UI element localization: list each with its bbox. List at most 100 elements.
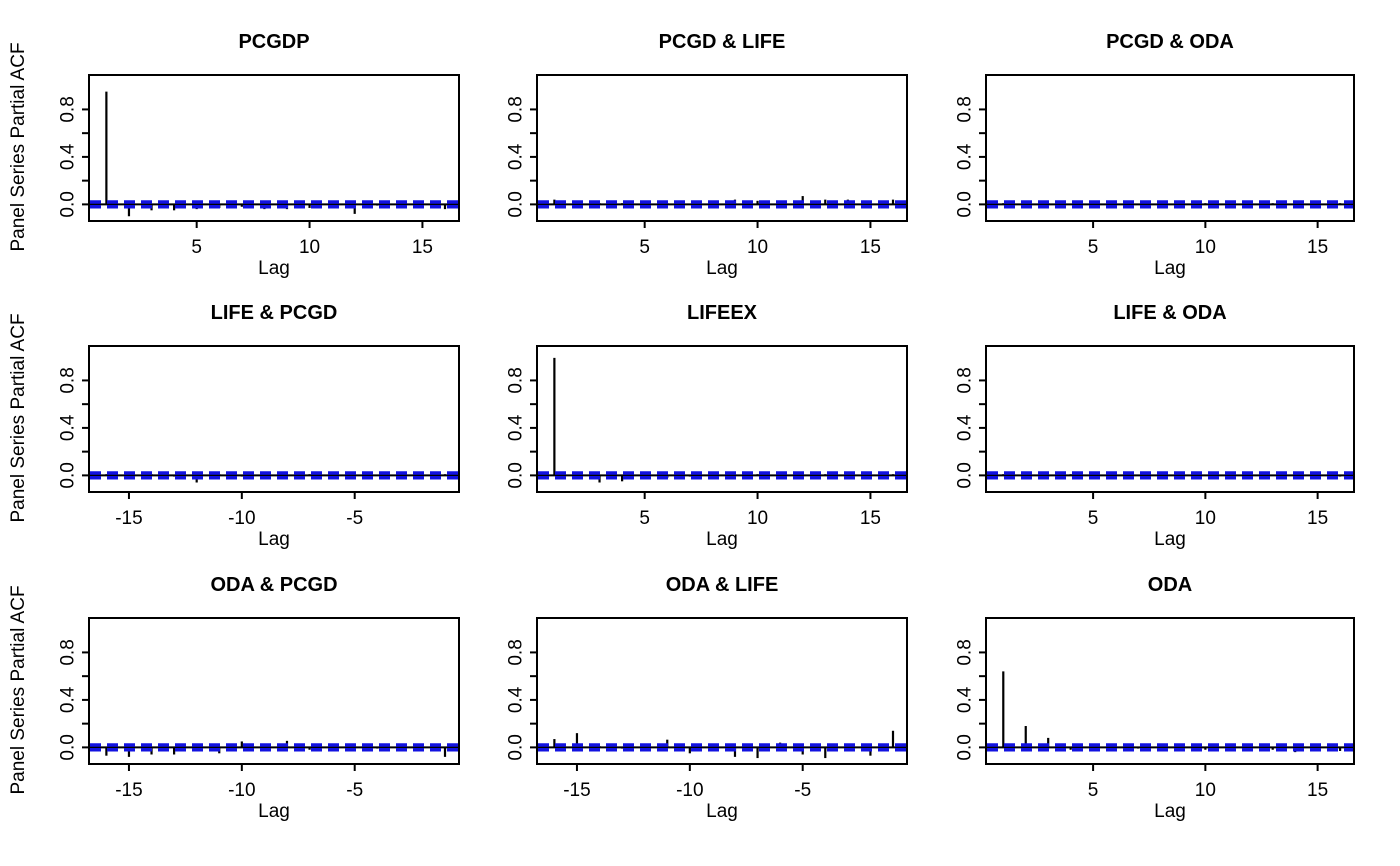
x-axis-label-oda-pcgd: Lag (258, 801, 290, 822)
panel-8: 0.0 0.4 0.8 5 10 15 (955, 617, 1355, 801)
plot-box (536, 345, 908, 493)
svg-text:15: 15 (860, 508, 881, 529)
svg-text:-15: -15 (563, 780, 590, 801)
x-axis-label-pcgd-life: Lag (706, 258, 738, 279)
panel-title-pcgdp: PCGDP (238, 31, 310, 53)
svg-text:10: 10 (299, 237, 320, 258)
x-axis: 5 10 15 (1088, 492, 1328, 529)
svg-text:0.4: 0.4 (58, 686, 79, 713)
x-axis-label-life-oda: Lag (1154, 529, 1186, 550)
svg-text:5: 5 (1088, 237, 1099, 258)
svg-text:0.4: 0.4 (955, 143, 976, 170)
svg-text:0.4: 0.4 (955, 414, 976, 441)
panel-title-pcgd-oda: PCGD & ODA (1106, 31, 1234, 53)
svg-text:0.8: 0.8 (506, 367, 527, 393)
svg-text:0.8: 0.8 (58, 367, 79, 393)
svg-text:5: 5 (639, 237, 650, 258)
svg-text:-15: -15 (115, 780, 142, 801)
panel-6: 0.0 0.4 0.8 -15 -10 -5 (58, 617, 460, 801)
svg-text:10: 10 (747, 508, 768, 529)
plot-box (985, 345, 1355, 493)
panel-title-oda-life: ODA & LIFE (665, 574, 779, 596)
svg-text:0.0: 0.0 (506, 462, 527, 488)
y-axis: 0.0 0.4 0.8 (58, 639, 89, 761)
panel-title-oda: ODA (1147, 574, 1193, 596)
x-axis: -15 -10 -5 (115, 492, 363, 529)
svg-text:0.0: 0.0 (506, 191, 527, 217)
y-axis-label-row-2: Panel Series Partial ACF (8, 313, 29, 523)
svg-text:10: 10 (747, 237, 768, 258)
svg-text:0.4: 0.4 (58, 143, 79, 170)
svg-text:0.4: 0.4 (506, 414, 527, 441)
svg-text:-10: -10 (228, 780, 255, 801)
pacf-bars (105, 91, 447, 217)
panel-title-life-oda: LIFE & ODA (1113, 302, 1227, 324)
panel-title-life-pcgd: LIFE & PCGD (210, 302, 338, 324)
y-axis: 0.0 0.4 0.8 (506, 639, 537, 761)
svg-text:0.0: 0.0 (58, 191, 79, 217)
panel-title-lifeex: LIFEEX (686, 302, 757, 324)
x-axis-label-pcgdp: Lag (258, 258, 290, 279)
plot-box (88, 617, 460, 765)
svg-text:-10: -10 (228, 508, 255, 529)
plot-box (88, 345, 460, 493)
panel-1: 0.0 0.4 0.8 5 10 15 (506, 74, 908, 258)
x-axis-label-pcgd-oda: Lag (1154, 258, 1186, 279)
y-axis: 0.0 0.4 0.8 (58, 96, 89, 218)
svg-text:0.4: 0.4 (955, 686, 976, 713)
svg-text:15: 15 (1307, 780, 1328, 801)
x-axis: 5 10 15 (639, 492, 881, 529)
x-axis-label-oda: Lag (1154, 801, 1186, 822)
svg-text:15: 15 (1307, 237, 1328, 258)
svg-text:0.0: 0.0 (506, 734, 527, 760)
plot-box (985, 74, 1355, 222)
panel-0: 0.0 0.4 0.8 5 10 15 (58, 74, 460, 258)
svg-text:5: 5 (191, 237, 202, 258)
pacf-bars (1002, 671, 1342, 753)
y-axis: 0.0 0.4 0.8 (955, 367, 986, 489)
svg-text:0.0: 0.0 (955, 191, 976, 217)
panel-3: 0.0 0.4 0.8 -15 -10 -5 (58, 345, 460, 529)
y-axis: 0.0 0.4 0.8 (506, 367, 537, 489)
plot-box (536, 74, 908, 222)
x-axis: -15 -10 -5 (115, 764, 363, 801)
svg-text:0.8: 0.8 (506, 96, 527, 122)
x-axis-label-life-pcgd: Lag (258, 529, 290, 550)
x-axis: -15 -10 -5 (563, 764, 811, 801)
pacf-bars (553, 196, 895, 205)
pacf-bars (553, 357, 895, 483)
svg-text:0.0: 0.0 (58, 462, 79, 488)
svg-text:0.8: 0.8 (58, 639, 79, 665)
panel-7: 0.0 0.4 0.8 -15 -10 -5 (506, 617, 908, 801)
panel-title-pcgd-life: PCGD & LIFE (658, 31, 786, 53)
svg-text:0.0: 0.0 (58, 734, 79, 760)
svg-text:15: 15 (860, 237, 881, 258)
pacf-bars (553, 730, 895, 759)
plot-box (985, 617, 1355, 765)
y-axis: 0.0 0.4 0.8 (506, 96, 537, 218)
svg-text:-5: -5 (346, 508, 363, 529)
svg-text:-10: -10 (676, 780, 703, 801)
y-axis-label-row-1: Panel Series Partial ACF (8, 42, 29, 252)
svg-text:10: 10 (1195, 508, 1216, 529)
pacf-bars (1002, 203, 1342, 206)
y-axis: 0.0 0.4 0.8 (58, 367, 89, 489)
svg-text:5: 5 (1088, 780, 1099, 801)
svg-text:0.8: 0.8 (955, 96, 976, 122)
svg-text:-15: -15 (115, 508, 142, 529)
svg-text:10: 10 (1195, 780, 1216, 801)
x-axis: 5 10 15 (1088, 764, 1328, 801)
svg-text:0.8: 0.8 (955, 367, 976, 393)
svg-text:0.4: 0.4 (506, 686, 527, 713)
y-axis-label-row-3: Panel Series Partial ACF (8, 585, 29, 795)
svg-text:15: 15 (412, 237, 433, 258)
svg-text:0.4: 0.4 (506, 143, 527, 170)
svg-text:-5: -5 (346, 780, 363, 801)
svg-text:10: 10 (1195, 237, 1216, 258)
svg-text:15: 15 (1307, 508, 1328, 529)
x-axis-label-lifeex: Lag (706, 529, 738, 550)
y-axis: 0.0 0.4 0.8 (955, 96, 986, 218)
svg-text:0.4: 0.4 (58, 414, 79, 441)
svg-text:0.0: 0.0 (955, 734, 976, 760)
